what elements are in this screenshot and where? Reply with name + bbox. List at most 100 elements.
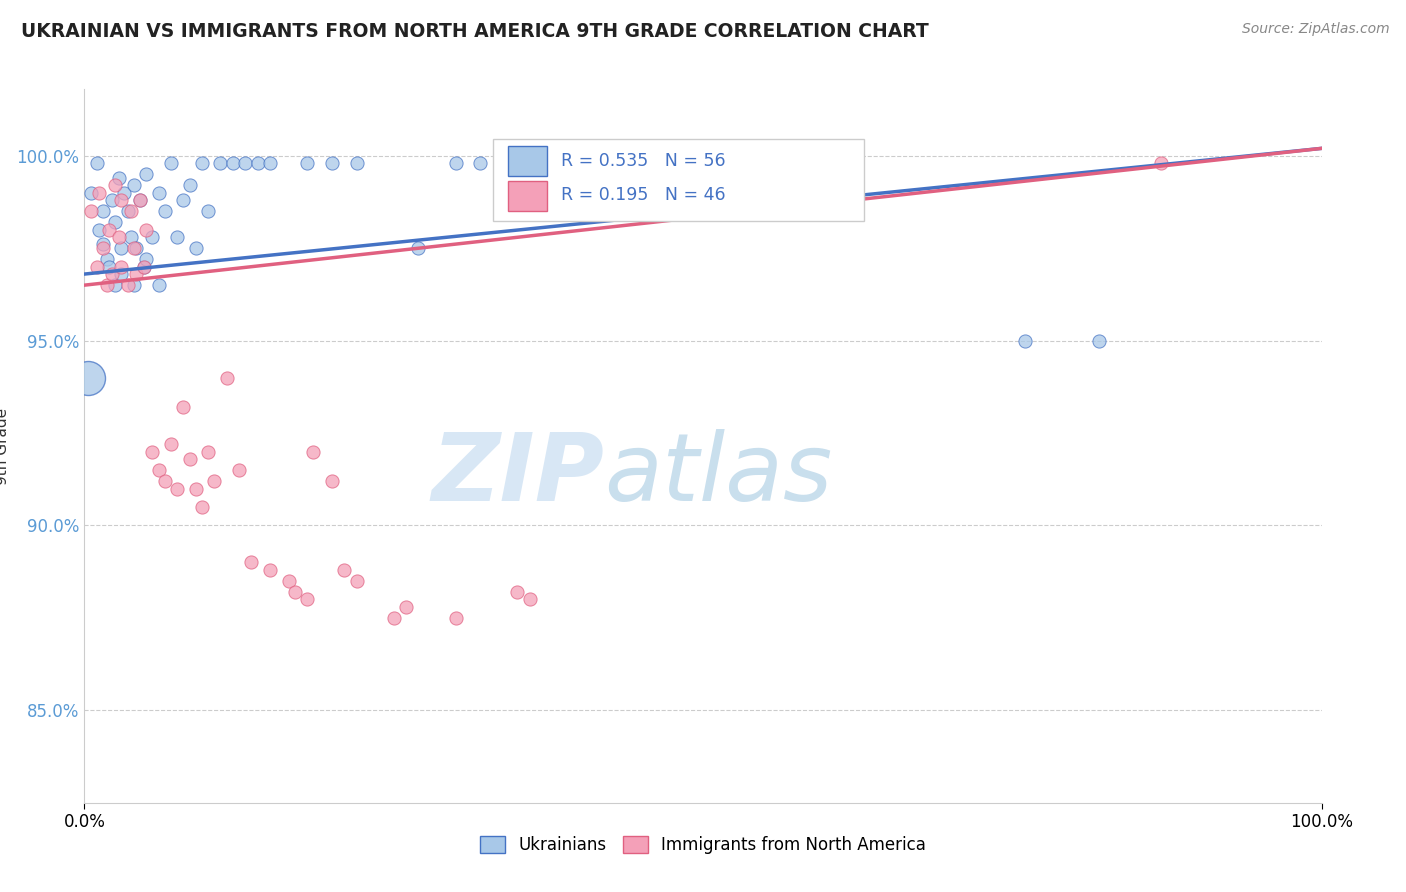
Point [153,204,176,219]
Point [617,156,640,170]
Point [120,204,142,219]
Text: R = 0.535   N = 56: R = 0.535 N = 56 [561,152,725,169]
Legend: Ukrainians, Immigrants from North America: Ukrainians, Immigrants from North Americ… [471,828,935,863]
Point [1150,156,1173,170]
Point [494,156,516,170]
Point [666,156,689,170]
Point [284,585,307,599]
Point [110,260,132,274]
Point [543,156,565,170]
Point [228,463,250,477]
Point [125,267,148,281]
Text: atlas: atlas [605,429,832,520]
Point [91,241,114,255]
Text: R = 0.195   N = 46: R = 0.195 N = 46 [561,186,725,203]
Point [346,574,368,588]
Point [122,278,145,293]
Point [160,437,183,451]
Point [277,574,299,588]
Point [444,156,467,170]
Point [129,193,152,207]
Point [91,237,114,252]
Point [197,444,219,458]
Point [135,167,157,181]
Point [184,241,207,255]
Point [141,230,163,244]
Point [100,267,122,281]
Point [108,170,131,185]
Point [382,611,405,625]
Point [79,186,101,200]
Point [222,156,245,170]
Point [122,241,145,255]
FancyBboxPatch shape [492,139,863,221]
Point [86,156,108,170]
Point [117,278,139,293]
Point [148,186,170,200]
Point [132,260,155,274]
Point [184,482,207,496]
Point [259,156,281,170]
Point [153,474,176,488]
Point [135,252,157,267]
Point [321,156,343,170]
Point [141,444,163,458]
Point [259,563,281,577]
Point [166,482,188,496]
Text: UKRAINIAN VS IMMIGRANTS FROM NORTH AMERICA 9TH GRADE CORRELATION CHART: UKRAINIAN VS IMMIGRANTS FROM NORTH AMERI… [21,22,929,41]
Point [519,156,541,170]
Point [172,400,194,414]
Point [215,370,238,384]
Point [77,370,100,384]
Point [160,156,183,170]
Point [179,452,201,467]
Point [179,178,201,193]
Point [120,230,142,244]
Point [166,230,188,244]
Point [110,241,132,255]
Point [197,204,219,219]
Point [104,215,127,229]
Point [148,463,170,477]
Point [246,156,269,170]
Point [172,193,194,207]
Point [202,474,225,488]
Point [89,223,111,237]
Point [568,156,591,170]
Point [191,156,214,170]
Point [240,556,263,570]
Point [110,267,132,281]
Point [295,592,318,607]
Point [506,585,529,599]
Y-axis label: 9th Grade: 9th Grade [0,408,10,484]
Point [110,193,132,207]
Point [96,252,118,267]
Point [108,230,131,244]
Point [333,563,356,577]
Point [321,474,343,488]
Point [112,186,135,200]
Bar [508,180,547,211]
Point [1014,334,1036,348]
Text: ZIP: ZIP [432,428,605,521]
Point [117,204,139,219]
Point [104,278,127,293]
Point [79,204,101,219]
Point [444,611,467,625]
Point [302,444,325,458]
Point [86,260,108,274]
Point [191,500,214,514]
Text: Source: ZipAtlas.com: Source: ZipAtlas.com [1241,22,1389,37]
Point [91,204,114,219]
Point [148,278,170,293]
Point [643,156,665,170]
Point [519,592,541,607]
Point [209,156,232,170]
Point [395,599,418,614]
Point [233,156,256,170]
Point [593,156,616,170]
Point [89,186,111,200]
Bar [508,146,547,177]
Point [132,260,155,274]
Point [129,193,152,207]
